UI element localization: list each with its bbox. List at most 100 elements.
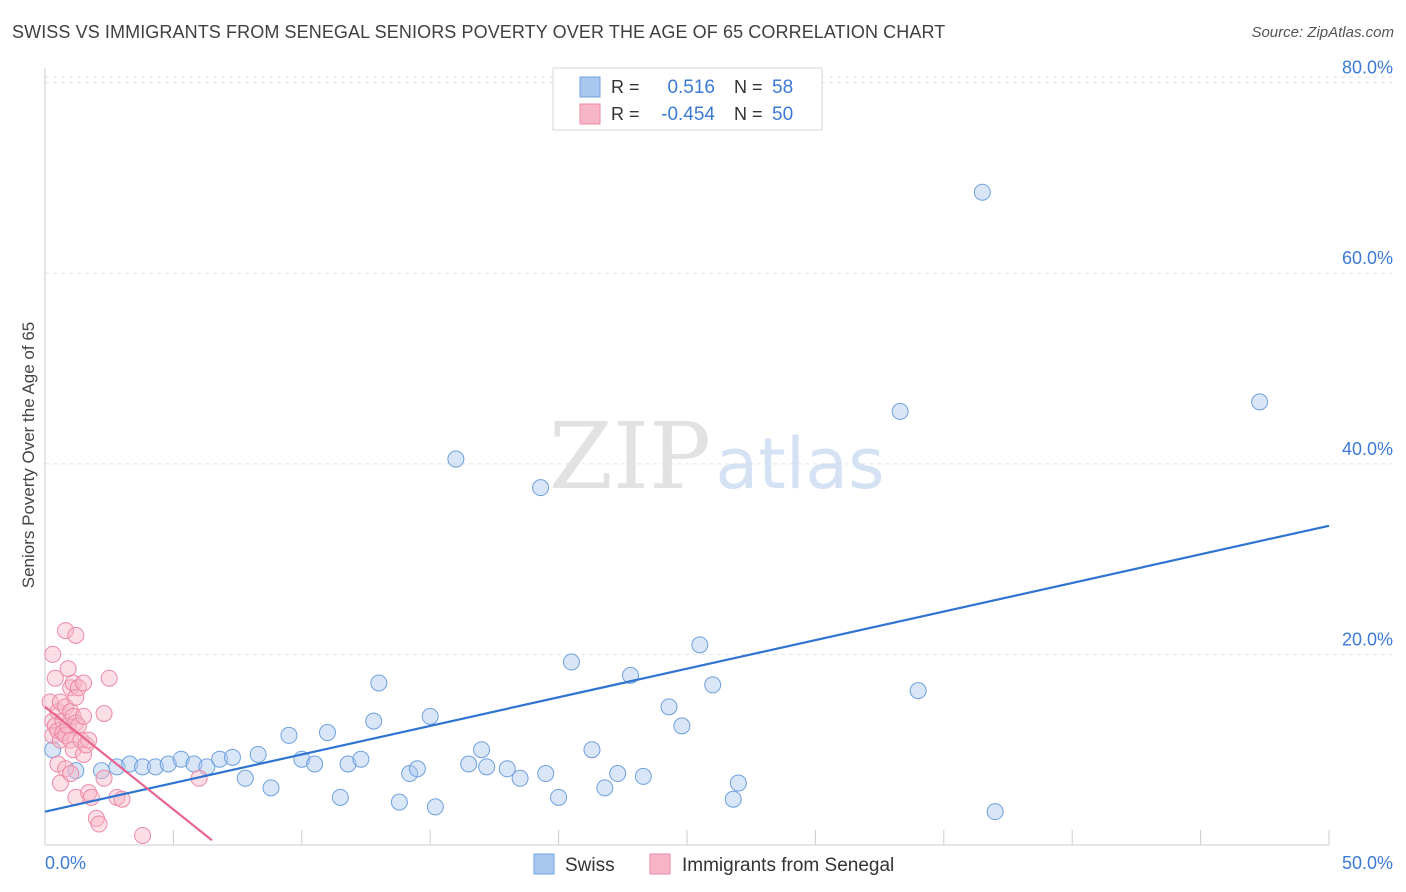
grid-layer	[45, 76, 1392, 655]
y-tick-label: 60.0%	[1342, 248, 1393, 268]
swiss-point	[108, 758, 126, 776]
watermark-zip: ZIP	[549, 403, 711, 510]
senegal-point	[57, 760, 75, 778]
swiss-point	[891, 402, 909, 420]
swiss-point	[729, 774, 747, 792]
correlation-legend: R = 0.516 N = 58 R = -0.454 N = 50	[552, 67, 823, 131]
legend-r-label: R =	[611, 77, 640, 97]
swiss-point	[460, 755, 478, 773]
legend-r-label: R =	[611, 104, 640, 124]
swiss-point	[447, 450, 465, 468]
senegal-point	[57, 726, 75, 744]
swiss-trendline	[44, 524, 1330, 813]
swiss-point	[426, 798, 444, 816]
senegal-trendline	[44, 705, 213, 842]
swiss-point	[421, 707, 439, 725]
swiss-point	[331, 788, 349, 806]
swiss-point	[724, 790, 742, 808]
swiss-point	[973, 183, 991, 201]
legend-n-value: 50	[772, 104, 793, 125]
swiss-point	[172, 750, 190, 768]
swiss-point	[704, 676, 722, 694]
swiss-point	[223, 748, 241, 766]
senegal-point	[100, 669, 118, 687]
swiss-point	[691, 636, 709, 654]
senegal-point	[75, 674, 93, 692]
swiss-point	[318, 724, 336, 742]
swiss-point	[306, 755, 324, 773]
swiss-point	[121, 755, 139, 773]
y-tick-label: 40.0%	[1342, 439, 1393, 459]
senegal-point	[80, 784, 98, 802]
senegal-point	[44, 645, 62, 663]
swiss-point	[532, 479, 550, 497]
swiss-point	[408, 760, 426, 778]
legend-label-senegal[interactable]: Immigrants from Senegal	[682, 855, 894, 876]
points-layer	[41, 183, 1269, 844]
swiss-point	[370, 674, 388, 692]
legend-swatch-swiss	[579, 76, 601, 98]
senegal-point	[90, 815, 108, 833]
senegal-point	[64, 707, 82, 725]
senegal-point	[75, 707, 93, 725]
swiss-point	[1251, 393, 1269, 411]
chart-title: SWISS VS IMMIGRANTS FROM SENEGAL SENIORS…	[12, 22, 946, 42]
legend-swatch-senegal	[579, 103, 601, 125]
trend-layer	[44, 524, 1330, 842]
swiss-point	[236, 769, 254, 787]
senegal-point	[95, 769, 113, 787]
swiss-point	[280, 726, 298, 744]
senegal-point	[62, 731, 80, 749]
senegal-point	[64, 674, 82, 692]
senegal-point	[46, 669, 64, 687]
watermark-atlas: atlas	[715, 423, 884, 505]
legend-n-value: 58	[772, 77, 793, 98]
axis-layer: 20.0% 40.0% 60.0% 80.0% 0.0% 50.0%	[44, 58, 1393, 873]
swiss-point	[365, 712, 383, 730]
swiss-point	[211, 750, 229, 768]
senegal-point	[67, 688, 85, 706]
swiss-point	[352, 750, 370, 768]
swiss-point	[134, 758, 152, 776]
senegal-point	[95, 704, 113, 722]
source-credit: Source: ZipAtlas.com	[1251, 24, 1394, 41]
swiss-point	[550, 788, 568, 806]
swiss-point	[596, 779, 614, 797]
swiss-point	[146, 758, 164, 776]
legend-swatch-senegal[interactable]	[649, 853, 671, 875]
swiss-point	[159, 755, 177, 773]
swiss-point	[262, 779, 280, 797]
legend-swatch-swiss[interactable]	[533, 853, 555, 875]
y-tick-label: 80.0%	[1342, 58, 1393, 78]
swiss-point	[67, 762, 85, 780]
series-legend: Swiss Immigrants from Senegal	[533, 853, 894, 876]
legend-label-swiss[interactable]: Swiss	[565, 855, 615, 876]
x-tick-label: 50.0%	[1342, 853, 1393, 873]
swiss-point	[498, 760, 516, 778]
senegal-point	[59, 660, 77, 678]
x-tick-label: 0.0%	[45, 853, 86, 873]
senegal-point	[134, 826, 152, 844]
swiss-point	[478, 758, 496, 776]
swiss-point	[390, 793, 408, 811]
swiss-point	[673, 717, 691, 735]
swiss-point	[249, 745, 267, 763]
legend-n-label: N =	[734, 77, 763, 97]
swiss-point	[511, 769, 529, 787]
senegal-point	[69, 679, 87, 697]
swiss-point	[339, 755, 357, 773]
y-axis-label: Seniors Poverty Over the Age of 65	[19, 322, 38, 588]
swiss-point	[986, 803, 1004, 821]
watermark: ZIP atlas	[549, 403, 885, 510]
swiss-point	[660, 698, 678, 716]
swiss-point	[909, 682, 927, 700]
y-tick-label: 20.0%	[1342, 629, 1393, 649]
swiss-point	[562, 653, 580, 671]
swiss-point	[537, 765, 555, 783]
senegal-point	[67, 626, 85, 644]
senegal-point	[62, 765, 80, 783]
swiss-point	[609, 765, 627, 783]
legend-n-label: N =	[734, 104, 763, 124]
swiss-point	[634, 767, 652, 785]
